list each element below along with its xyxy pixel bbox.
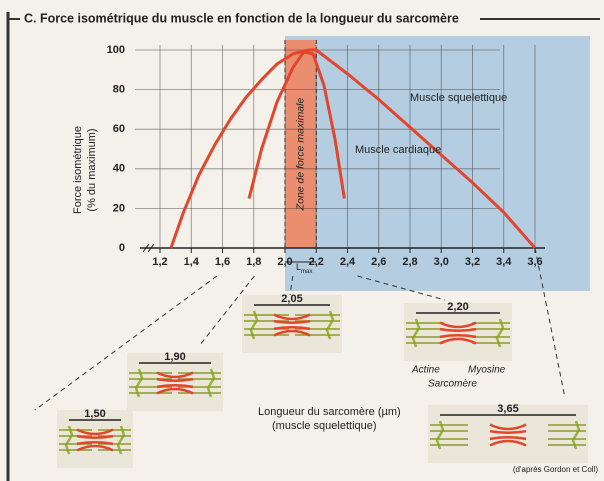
legend-label: Muscle squelettique bbox=[410, 92, 507, 104]
x-tick-label: 2,6 bbox=[371, 256, 386, 268]
y-tick-label: 100 bbox=[107, 44, 125, 56]
y-tick-label: 80 bbox=[113, 84, 125, 96]
axis-break bbox=[142, 243, 150, 253]
y-tick-label: 20 bbox=[113, 202, 125, 214]
x-tick-label: 3,2 bbox=[465, 256, 480, 268]
x-tick-label: 1,4 bbox=[184, 256, 200, 268]
y-tick-label: 60 bbox=[113, 123, 125, 135]
y-tick-label: 0 bbox=[119, 242, 125, 254]
myosin bbox=[156, 384, 194, 389]
x-tick-label: 3,0 bbox=[434, 256, 449, 268]
myosin bbox=[439, 337, 477, 345]
myosin bbox=[76, 428, 114, 436]
myosine-label: Myosine bbox=[468, 365, 506, 376]
x-tick-label: 1,6 bbox=[215, 256, 230, 268]
chart-title: C. Force isométrique du muscle en foncti… bbox=[24, 11, 459, 25]
sarcomere-length: 1,50 bbox=[84, 408, 105, 420]
actine-label: Actine bbox=[411, 365, 440, 376]
x-tick-label: 1,8 bbox=[246, 256, 261, 268]
sarcomere-length: 1,90 bbox=[164, 351, 185, 363]
x-axis-title: Longueur du sarcomère (µm) bbox=[258, 406, 401, 418]
series-line bbox=[247, 50, 346, 199]
myosin bbox=[273, 319, 311, 324]
x-tick-label: 1,2 bbox=[152, 256, 167, 268]
x-tick-label: 3,4 bbox=[496, 256, 512, 268]
connector bbox=[289, 275, 294, 296]
band-label: Zone de force maximale bbox=[294, 98, 306, 212]
myosin bbox=[76, 434, 114, 439]
myosin bbox=[489, 436, 527, 441]
x-tick-label: 2,8 bbox=[402, 256, 417, 268]
x-axis-title: (muscle squelettique) bbox=[272, 420, 377, 432]
connector bbox=[34, 275, 218, 411]
x-tick-label: 2,4 bbox=[340, 256, 356, 268]
sarcomere-length: 3,65 bbox=[497, 403, 518, 415]
myosin bbox=[489, 423, 527, 431]
myosin bbox=[489, 439, 527, 447]
myosin bbox=[439, 327, 477, 332]
myosin bbox=[273, 326, 311, 331]
blue-zone bbox=[285, 36, 590, 291]
myosin bbox=[273, 313, 311, 321]
myosin bbox=[489, 429, 527, 434]
myosin bbox=[156, 387, 194, 395]
sarcomere-length: 2,20 bbox=[447, 301, 468, 313]
source: (d'après Gordon et Coll) bbox=[513, 465, 598, 474]
sarcomere-length: 2,05 bbox=[281, 293, 302, 305]
connector bbox=[199, 275, 255, 346]
lmax-label: Lmax bbox=[296, 262, 312, 274]
myosin bbox=[439, 334, 477, 339]
lmax-sub: max bbox=[301, 269, 312, 275]
series-line bbox=[169, 48, 537, 249]
x-tick-label: 3,6 bbox=[527, 256, 542, 268]
connector bbox=[534, 247, 566, 399]
myosin bbox=[76, 441, 114, 446]
myosin bbox=[156, 377, 194, 382]
axis-break bbox=[147, 243, 155, 253]
myosin bbox=[439, 321, 477, 329]
myosin bbox=[273, 329, 311, 337]
connector bbox=[357, 275, 446, 301]
y-axis-title: Force isométrique bbox=[72, 126, 84, 214]
legend-label: Muscle cardiaque bbox=[355, 144, 441, 156]
sarcomere-label: Sarcomère bbox=[428, 379, 477, 390]
myosin bbox=[156, 371, 194, 379]
lmax-main: L bbox=[296, 262, 301, 272]
y-tick-label: 40 bbox=[113, 163, 125, 175]
myosin bbox=[76, 444, 114, 452]
y-axis-title: (% du maximum) bbox=[86, 128, 98, 211]
